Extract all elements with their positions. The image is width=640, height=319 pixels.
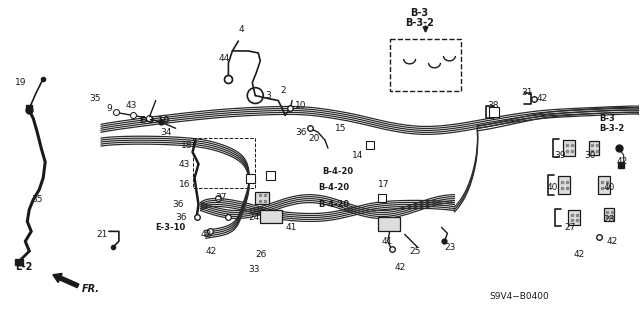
- Text: E-2: E-2: [15, 262, 33, 272]
- Text: 31: 31: [521, 88, 532, 97]
- Text: B-3: B-3: [599, 114, 614, 123]
- Text: 26: 26: [255, 250, 267, 259]
- Text: 18: 18: [180, 141, 192, 150]
- Bar: [390, 39, 461, 91]
- Bar: [15, 259, 23, 265]
- Text: 37: 37: [216, 193, 227, 202]
- Text: B-4-20: B-4-20: [322, 167, 353, 176]
- Text: E-3-10: E-3-10: [156, 223, 186, 232]
- Text: 43: 43: [179, 160, 190, 169]
- Text: 42: 42: [200, 230, 212, 239]
- Text: 30: 30: [584, 151, 595, 160]
- Text: 25: 25: [410, 247, 421, 256]
- Text: 42: 42: [537, 94, 548, 103]
- Text: 42: 42: [607, 237, 618, 246]
- Text: 24: 24: [248, 213, 260, 222]
- Text: 19: 19: [15, 78, 27, 87]
- Text: B-3-2: B-3-2: [405, 18, 434, 28]
- Text: E-3-10: E-3-10: [139, 116, 169, 125]
- Bar: [366, 141, 374, 149]
- Text: 20: 20: [308, 134, 319, 143]
- Text: 3: 3: [265, 91, 271, 100]
- Text: 41: 41: [285, 223, 296, 232]
- Bar: [563, 140, 575, 156]
- Text: 33: 33: [248, 264, 260, 273]
- Text: 44: 44: [218, 54, 230, 63]
- Text: 23: 23: [444, 243, 456, 252]
- Text: 10: 10: [295, 101, 307, 110]
- Text: 36: 36: [175, 213, 187, 222]
- Text: 4: 4: [238, 25, 244, 33]
- Bar: [589, 141, 599, 155]
- Text: 42: 42: [395, 263, 406, 271]
- Text: 35: 35: [89, 94, 100, 103]
- Bar: [378, 218, 399, 231]
- Text: 42: 42: [574, 250, 585, 259]
- Text: S9V4−B0400: S9V4−B0400: [489, 292, 549, 301]
- Bar: [568, 210, 580, 226]
- Text: 42: 42: [205, 247, 217, 256]
- Text: 27: 27: [564, 223, 575, 232]
- Text: 9: 9: [106, 104, 112, 113]
- FancyArrow shape: [53, 273, 79, 288]
- Text: 42: 42: [617, 158, 628, 167]
- Text: 38: 38: [487, 101, 499, 110]
- Bar: [255, 192, 269, 204]
- Text: 28: 28: [604, 215, 615, 224]
- Text: 15: 15: [335, 124, 346, 133]
- Text: FR.: FR.: [82, 284, 100, 294]
- Bar: [266, 171, 275, 180]
- Text: 21: 21: [96, 230, 108, 239]
- Text: 2: 2: [280, 86, 286, 95]
- Bar: [246, 174, 255, 183]
- Text: 43: 43: [126, 101, 137, 110]
- Text: 35: 35: [31, 195, 43, 204]
- Bar: [489, 108, 499, 117]
- Text: 40: 40: [547, 183, 558, 192]
- Text: 36: 36: [173, 200, 184, 209]
- Text: 41: 41: [381, 237, 393, 246]
- Text: 16: 16: [179, 180, 190, 189]
- Text: B-4-20: B-4-20: [318, 200, 349, 209]
- Bar: [604, 208, 614, 221]
- Text: 39: 39: [554, 151, 566, 160]
- Bar: [378, 194, 386, 202]
- Text: 40: 40: [604, 183, 615, 192]
- Text: 36: 36: [295, 128, 307, 137]
- Text: B-4-20: B-4-20: [318, 183, 349, 192]
- Bar: [260, 210, 282, 223]
- Text: B-3-2: B-3-2: [599, 124, 624, 133]
- Text: B-3: B-3: [410, 8, 429, 18]
- Text: 34: 34: [161, 128, 172, 137]
- Bar: [598, 176, 610, 194]
- Text: 14: 14: [352, 151, 364, 160]
- Bar: [558, 176, 570, 194]
- Text: 17: 17: [378, 180, 389, 189]
